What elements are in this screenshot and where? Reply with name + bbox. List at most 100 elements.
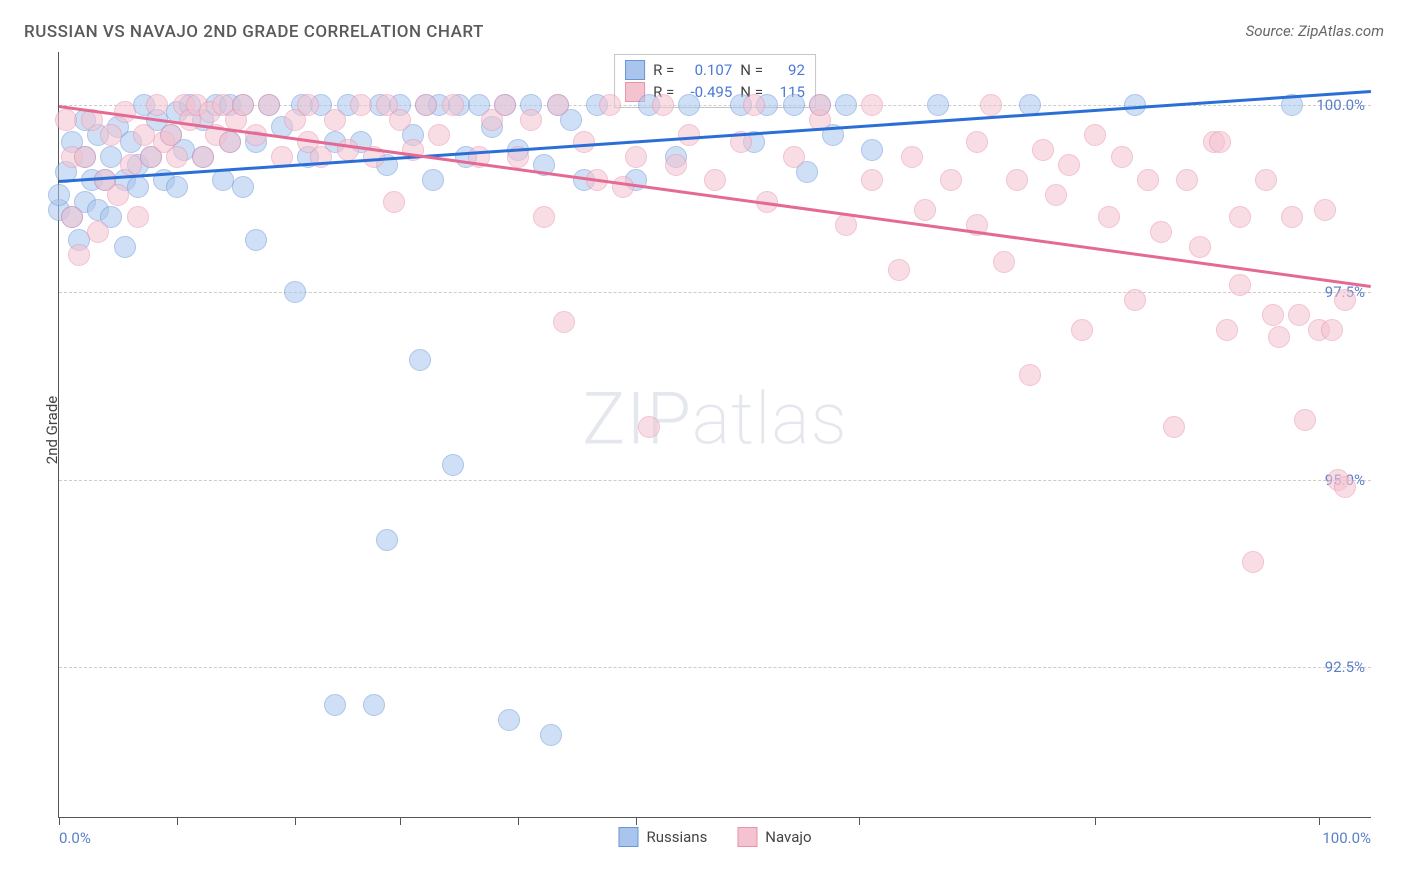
data-point [258,94,280,116]
data-point [861,169,883,191]
data-point [55,109,77,131]
data-point [901,146,923,168]
data-point [1242,551,1264,573]
data-point [625,146,647,168]
data-point [914,199,936,221]
data-point [324,109,346,131]
data-point [245,229,267,251]
y-tick-label: 92.5% [1325,658,1365,676]
data-point [704,169,726,191]
data-point [743,94,765,116]
data-point [376,529,398,551]
data-point [494,94,516,116]
data-point [389,109,411,131]
data-point [350,94,372,116]
data-point [1189,236,1211,258]
data-point [1262,304,1284,326]
r-value: 0.107 [682,61,732,79]
data-point [1314,199,1336,221]
data-point [547,94,569,116]
data-point [540,724,562,746]
data-point [1019,364,1041,386]
data-point [1229,206,1251,228]
data-point [428,124,450,146]
data-point [783,94,805,116]
data-point [1288,304,1310,326]
data-point [1294,409,1316,431]
n-label: N = [740,61,763,79]
data-point [48,184,70,206]
data-point [1084,124,1106,146]
data-point [1111,146,1133,168]
data-point [1071,319,1093,341]
data-point [835,214,857,236]
n-value: 92 [771,61,805,79]
x-tick [59,817,60,825]
stats-legend-row: R = 0.107 N = 92 [625,59,805,81]
data-point [166,146,188,168]
x-tick [295,817,296,825]
data-point [442,454,464,476]
data-point [809,94,831,116]
data-point [599,94,621,116]
data-point [1163,416,1185,438]
data-point [100,124,122,146]
data-point [383,191,405,213]
x-axis-min-label: 0.0% [59,829,91,847]
data-point [1281,206,1303,228]
plot-area: ZIPatlas 0.0% 100.0% R =0.107N =92R =-0.… [58,52,1371,818]
data-point [61,206,83,228]
legend-item: Russians [618,827,707,847]
data-point [1176,169,1198,191]
data-point [363,694,385,716]
data-point [422,169,444,191]
gridline [59,667,1371,668]
data-point [1209,131,1231,153]
data-point [100,146,122,168]
data-point [1098,206,1120,228]
trend-line [59,105,1371,287]
data-point [980,94,1002,116]
data-point [1045,184,1067,206]
legend-item: Navajo [737,827,811,847]
data-point [284,281,306,303]
data-point [107,184,129,206]
data-point [409,349,431,371]
r-label: R = [653,61,674,79]
x-tick [1095,817,1096,825]
x-tick [518,817,519,825]
data-point [127,206,149,228]
data-point [1032,139,1054,161]
data-point [678,124,700,146]
data-point [927,94,949,116]
data-point [835,94,857,116]
data-point [74,146,96,168]
legend-swatch [625,60,645,80]
data-point [993,251,1015,273]
data-point [498,709,520,731]
data-point [1006,169,1028,191]
legend-swatch [618,827,638,847]
data-point [1058,154,1080,176]
data-point [160,124,182,146]
data-point [297,94,319,116]
data-point [219,131,241,153]
data-point [665,154,687,176]
data-point [68,244,90,266]
data-point [1255,169,1277,191]
data-point [166,176,188,198]
data-point [1216,319,1238,341]
data-point [192,146,214,168]
x-tick [400,817,401,825]
data-point [114,236,136,258]
data-point [861,139,883,161]
data-point [533,206,555,228]
data-point [1334,289,1356,311]
legend-label: Navajo [765,828,811,846]
data-point [1334,476,1356,498]
data-point [133,124,155,146]
x-tick [859,817,860,825]
data-point [324,694,346,716]
series-legend: Russians Navajo [618,827,811,847]
data-point [415,94,437,116]
